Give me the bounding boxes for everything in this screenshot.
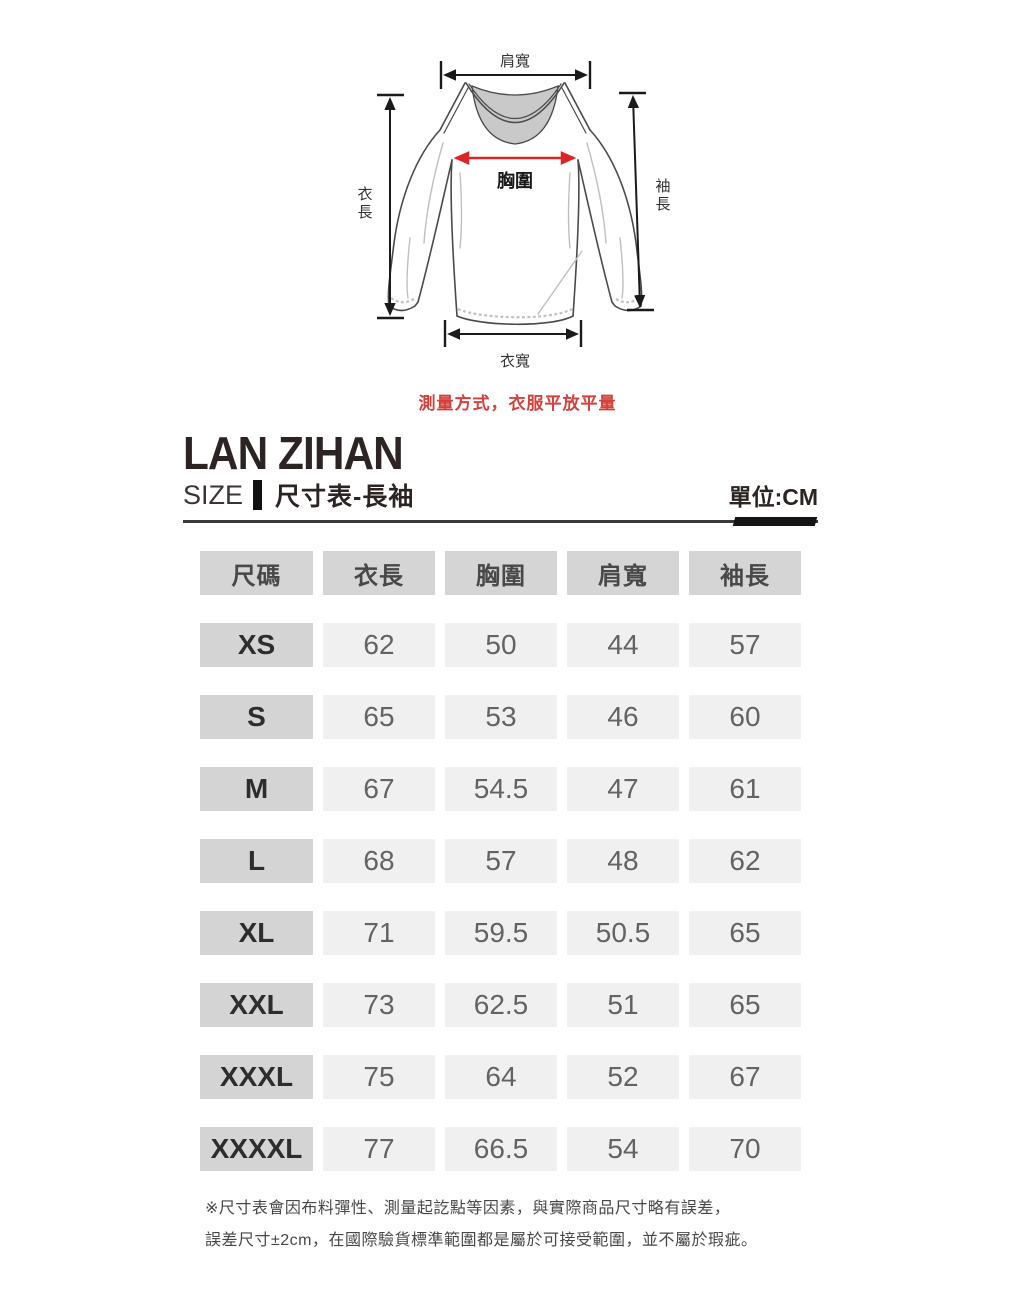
unit-label: 單位:CM [728, 484, 818, 510]
size-label: XXL [200, 983, 313, 1027]
dim-garment-length: 衣長 [355, 93, 404, 320]
col-header-shoulder: 肩寬 [567, 551, 679, 595]
table-row: XL 71 59.5 50.5 65 [200, 911, 801, 955]
value-cell: 73 [323, 983, 435, 1027]
dim-label-width: 衣寬 [499, 352, 529, 370]
shirt-shoulders [438, 82, 591, 134]
dim-shoulder-width: 肩寬 [439, 52, 591, 89]
value-cell: 47 [567, 767, 679, 811]
shirt-left-sleeve [387, 129, 453, 312]
value-cell: 62 [323, 623, 435, 667]
value-cell: 50.5 [567, 911, 679, 955]
value-cell: 68 [323, 839, 435, 883]
value-cell: 62.5 [445, 983, 557, 1027]
value-cell: 44 [567, 623, 679, 667]
divider-thick-segment [732, 517, 818, 526]
value-cell: 51 [567, 983, 679, 1027]
size-label: XXXXL [200, 1127, 313, 1171]
table-row: XS 62 50 44 57 [200, 623, 801, 667]
title-divider-rule [183, 517, 818, 526]
value-cell: 77 [323, 1127, 435, 1171]
value-cell: 52 [567, 1055, 679, 1099]
footnote-line-1: ※尺寸表會因布料彈性、測量起訖點等因素，與實際商品尺寸略有誤差， [205, 1200, 731, 1217]
brand-name: LAN ZIHAN [183, 427, 404, 479]
value-cell: 59.5 [445, 911, 557, 955]
value-cell: 46 [567, 695, 679, 739]
shirt-collar [464, 82, 565, 145]
value-cell: 64 [445, 1055, 557, 1099]
col-header-sleeve: 袖長 [689, 551, 801, 595]
size-label: XXXL [200, 1055, 313, 1099]
value-cell: 54 [567, 1127, 679, 1171]
footnote-line-2: 誤差尺寸±2cm，在國際驗貨標準範圍都是屬於可接受範圍，並不屬於瑕疵。 [205, 1232, 758, 1249]
value-cell: 50 [445, 623, 557, 667]
size-label: S [200, 695, 313, 739]
value-cell: 66.5 [445, 1127, 557, 1171]
value-cell: 65 [323, 695, 435, 739]
dim-label-sleeve: 袖長 [653, 178, 670, 214]
value-cell: 70 [689, 1127, 801, 1171]
size-chart-subtitle: 尺寸表-長袖 [275, 483, 415, 511]
shirt-diagram-svg: 肩寬 衣長 袖長 胸圍 衣寬 [355, 52, 670, 370]
table-row: L 68 57 48 62 [200, 839, 801, 883]
size-table: 尺碼 衣長 胸圍 肩寬 袖長 XS 62 50 44 57 S 65 53 46… [190, 523, 811, 1199]
value-cell: 65 [689, 911, 801, 955]
table-row: XXL 73 62.5 51 65 [200, 983, 801, 1027]
dim-label-chest: 胸圍 [497, 170, 533, 191]
value-cell: 67 [689, 1055, 801, 1099]
measure-method-note: 測量方式，衣服平放平量 [418, 394, 617, 413]
value-cell: 48 [567, 839, 679, 883]
size-label: L [200, 839, 313, 883]
size-label: M [200, 767, 313, 811]
table-row: S 65 53 46 60 [200, 695, 801, 739]
value-cell: 62 [689, 839, 801, 883]
shirt-measure-diagram: 肩寬 衣長 袖長 胸圍 衣寬 [348, 48, 688, 383]
value-cell: 57 [445, 839, 557, 883]
shirt-body [449, 159, 583, 326]
tolerance-footnote: ※尺寸表會因布料彈性、測量起訖點等因素，與實際商品尺寸略有誤差， 誤差尺寸±2c… [205, 1193, 1011, 1257]
dim-chest: 胸圍 [453, 151, 576, 191]
size-label: XL [200, 911, 313, 955]
value-cell: 61 [689, 767, 801, 811]
col-header-chest: 胸圍 [445, 551, 557, 595]
vertical-bar-divider [253, 480, 263, 510]
value-cell: 71 [323, 911, 435, 955]
value-cell: 67 [323, 767, 435, 811]
size-label: XS [200, 623, 313, 667]
dim-sleeve-length: 袖長 [618, 91, 670, 312]
size-word: SIZE [183, 479, 244, 510]
col-header-size: 尺碼 [200, 551, 313, 595]
shirt-right-sleeve [576, 129, 642, 312]
value-cell: 60 [689, 695, 801, 739]
value-cell: 54.5 [445, 767, 557, 811]
value-cell: 75 [323, 1055, 435, 1099]
value-cell: 57 [689, 623, 801, 667]
dim-label-length: 衣長 [355, 186, 372, 222]
subtitle-row: SIZE 尺寸表-長袖 單位:CM [183, 478, 818, 512]
table-row: XXXL 75 64 52 67 [200, 1055, 801, 1099]
dim-garment-width: 衣寬 [443, 320, 582, 370]
dim-label-shoulder: 肩寬 [499, 52, 529, 70]
table-row: XXXXL 77 66.5 54 70 [200, 1127, 801, 1171]
value-cell: 65 [689, 983, 801, 1027]
value-cell: 53 [445, 695, 557, 739]
table-row: M 67 54.5 47 61 [200, 767, 801, 811]
title-block: LAN ZIHAN SIZE 尺寸表-長袖 單位:CM [183, 427, 818, 526]
table-header-row: 尺碼 衣長 胸圍 肩寬 袖長 [200, 551, 801, 595]
col-header-length: 衣長 [323, 551, 435, 595]
